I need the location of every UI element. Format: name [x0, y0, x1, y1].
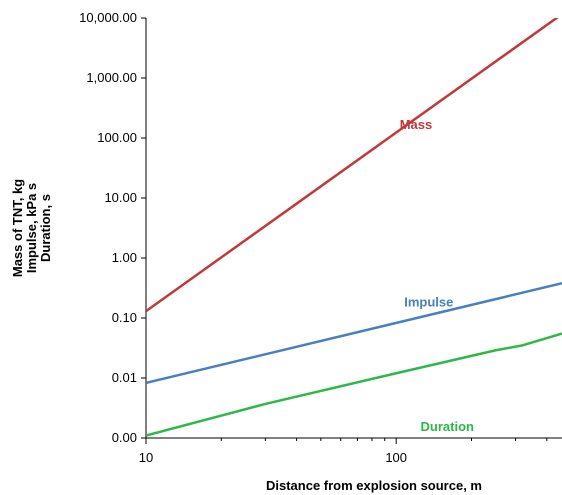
axes: 0.00 0.01 0.10 1.00 10.00 100.00 1,000.00 10,00… [10, 10, 562, 493]
y-axis-title-line: Impulse, kPa s [24, 183, 39, 273]
y-tick-label: 10.00 [104, 190, 137, 205]
y-tick-label: 0.01 [112, 370, 137, 385]
x-tick-label: 10 [139, 450, 153, 465]
y-tick-label: 1.00 [112, 250, 137, 265]
y-tick-label: 10,000.00 [79, 10, 137, 25]
y-tick-label: 1,000.00 [86, 70, 137, 85]
series-line-mass [146, 18, 559, 313]
x-tick-label: 100 [385, 450, 407, 465]
series-label-mass: Mass [400, 117, 433, 132]
y-tick-label: 0.00 [112, 430, 137, 445]
y-tick-label: 0.10 [112, 310, 137, 325]
series-label-impulse: Impulse [404, 295, 453, 310]
labels-layer: Mass Impulse Duration [400, 117, 474, 434]
series-line-impulse [146, 281, 562, 385]
y-axis-title-line: Duration, s [38, 194, 53, 262]
series-layer [146, 18, 562, 437]
x-axis-title: Distance from explosion source, m [266, 478, 482, 493]
y-axis-title-line: Mass of TNT, kg [10, 179, 25, 277]
series-label-duration: Duration [421, 419, 475, 434]
y-tick-label: 100.00 [97, 130, 137, 145]
series-line-duration [146, 332, 562, 437]
